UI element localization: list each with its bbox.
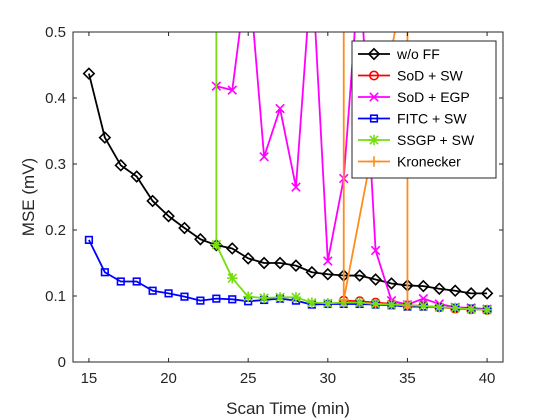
legend-box: [351, 40, 497, 179]
data-point: [84, 235, 94, 245]
legend-label: w/o FF: [396, 46, 440, 62]
legend-item: SoD + EGP: [358, 89, 470, 105]
data-point: [370, 298, 381, 310]
legend-marker: [369, 114, 379, 123]
data-point: [164, 289, 173, 298]
data-point: [481, 304, 493, 316]
data-point: [146, 194, 159, 208]
data-point: [464, 287, 478, 300]
data-point: [210, 238, 223, 252]
data-point: [323, 256, 333, 266]
axes-layer: 15 20 25 30 35 40 0 0.1 0.2 0.3 0.4 0.5: [45, 24, 504, 387]
data-point: [116, 277, 125, 286]
data-point: [225, 242, 239, 255]
data-point: [289, 259, 303, 272]
legend-marker: [367, 47, 381, 61]
x-tick-label: 15: [81, 370, 98, 387]
x-axis-label: Scan Time (min): [226, 399, 350, 418]
data-point: [259, 151, 269, 162]
data-point: [273, 256, 287, 270]
data-point: [370, 245, 381, 256]
data-point: [305, 265, 319, 279]
legend-item: FITC + SW: [358, 111, 467, 127]
legend-item: SSGP + SW: [358, 132, 475, 148]
data-point: [257, 256, 271, 270]
data-point: [227, 85, 238, 95]
x-tick-label: 35: [399, 370, 416, 387]
legend-item: Kronecker: [358, 154, 461, 170]
data-point: [386, 299, 397, 310]
data-point: [369, 273, 382, 286]
x-tick-label: 20: [160, 370, 177, 387]
legend-label: FITC + SW: [397, 111, 467, 127]
data-point: [291, 182, 301, 192]
y-tick-label: 0: [58, 354, 66, 371]
data-point: [417, 279, 430, 293]
data-point: [212, 294, 221, 303]
data-point: [211, 239, 222, 250]
data-point: [242, 291, 254, 302]
legend-marker: [368, 156, 380, 167]
data-point: [100, 268, 109, 277]
data-point: [194, 232, 207, 246]
y-tick-label: 0.3: [45, 156, 66, 173]
legend-label: Kronecker: [397, 154, 461, 170]
y-tick-label: 0.5: [45, 24, 66, 41]
legend-label: SoD + EGP: [397, 89, 470, 105]
series-4: [211, 32, 493, 316]
legend-marker: [368, 134, 380, 146]
data-point: [480, 287, 494, 300]
y-tick-label: 0.4: [45, 90, 66, 107]
legend-marker: [368, 70, 379, 81]
data-point: [178, 221, 191, 235]
data-point: [162, 209, 175, 223]
legend: w/o FF SoD + SW SoD + EGP FITC + SW SSGP + S…: [351, 40, 497, 179]
data-point: [465, 304, 477, 315]
data-point: [114, 158, 128, 172]
data-point: [354, 297, 365, 308]
axes-box: [72, 31, 504, 363]
legend-label: SoD + SW: [397, 68, 464, 84]
data-point: [450, 302, 461, 314]
data-point: [180, 292, 189, 301]
data-point: [241, 252, 255, 265]
data-point: [434, 302, 445, 313]
data-point: [258, 292, 270, 304]
y-tick-label: 0.1: [45, 288, 66, 305]
legend-marker: [369, 92, 379, 102]
legend-label: SSGP + SW: [397, 132, 475, 148]
x-tick-label: 30: [319, 370, 336, 387]
legend-item: SoD + SW: [358, 68, 464, 84]
x-tick-label: 25: [240, 370, 257, 387]
legend-item: w/o FF: [358, 46, 440, 62]
x-tick-label: 40: [479, 370, 496, 387]
data-point: [306, 297, 318, 308]
data-point: [418, 300, 429, 312]
data-point: [132, 277, 141, 286]
data-point: [418, 293, 429, 304]
y-axis-label: MSE (mV): [19, 158, 38, 236]
data-point: [448, 284, 462, 298]
data-point: [290, 292, 302, 303]
data-point: [338, 294, 349, 306]
y-tick-label: 0.2: [45, 222, 66, 239]
data-point: [227, 272, 238, 284]
data-point: [228, 295, 237, 304]
data-point: [130, 170, 144, 183]
data-point: [432, 282, 446, 296]
data-point: [322, 298, 334, 309]
data-point: [275, 103, 285, 114]
data-point: [353, 269, 366, 282]
data-point: [98, 131, 112, 144]
data-point: [196, 296, 205, 305]
data-point: [274, 292, 286, 303]
data-point: [385, 277, 398, 290]
data-point: [148, 286, 157, 295]
data-point: [321, 267, 335, 281]
data-point: [402, 300, 413, 312]
data-point: [82, 67, 96, 80]
